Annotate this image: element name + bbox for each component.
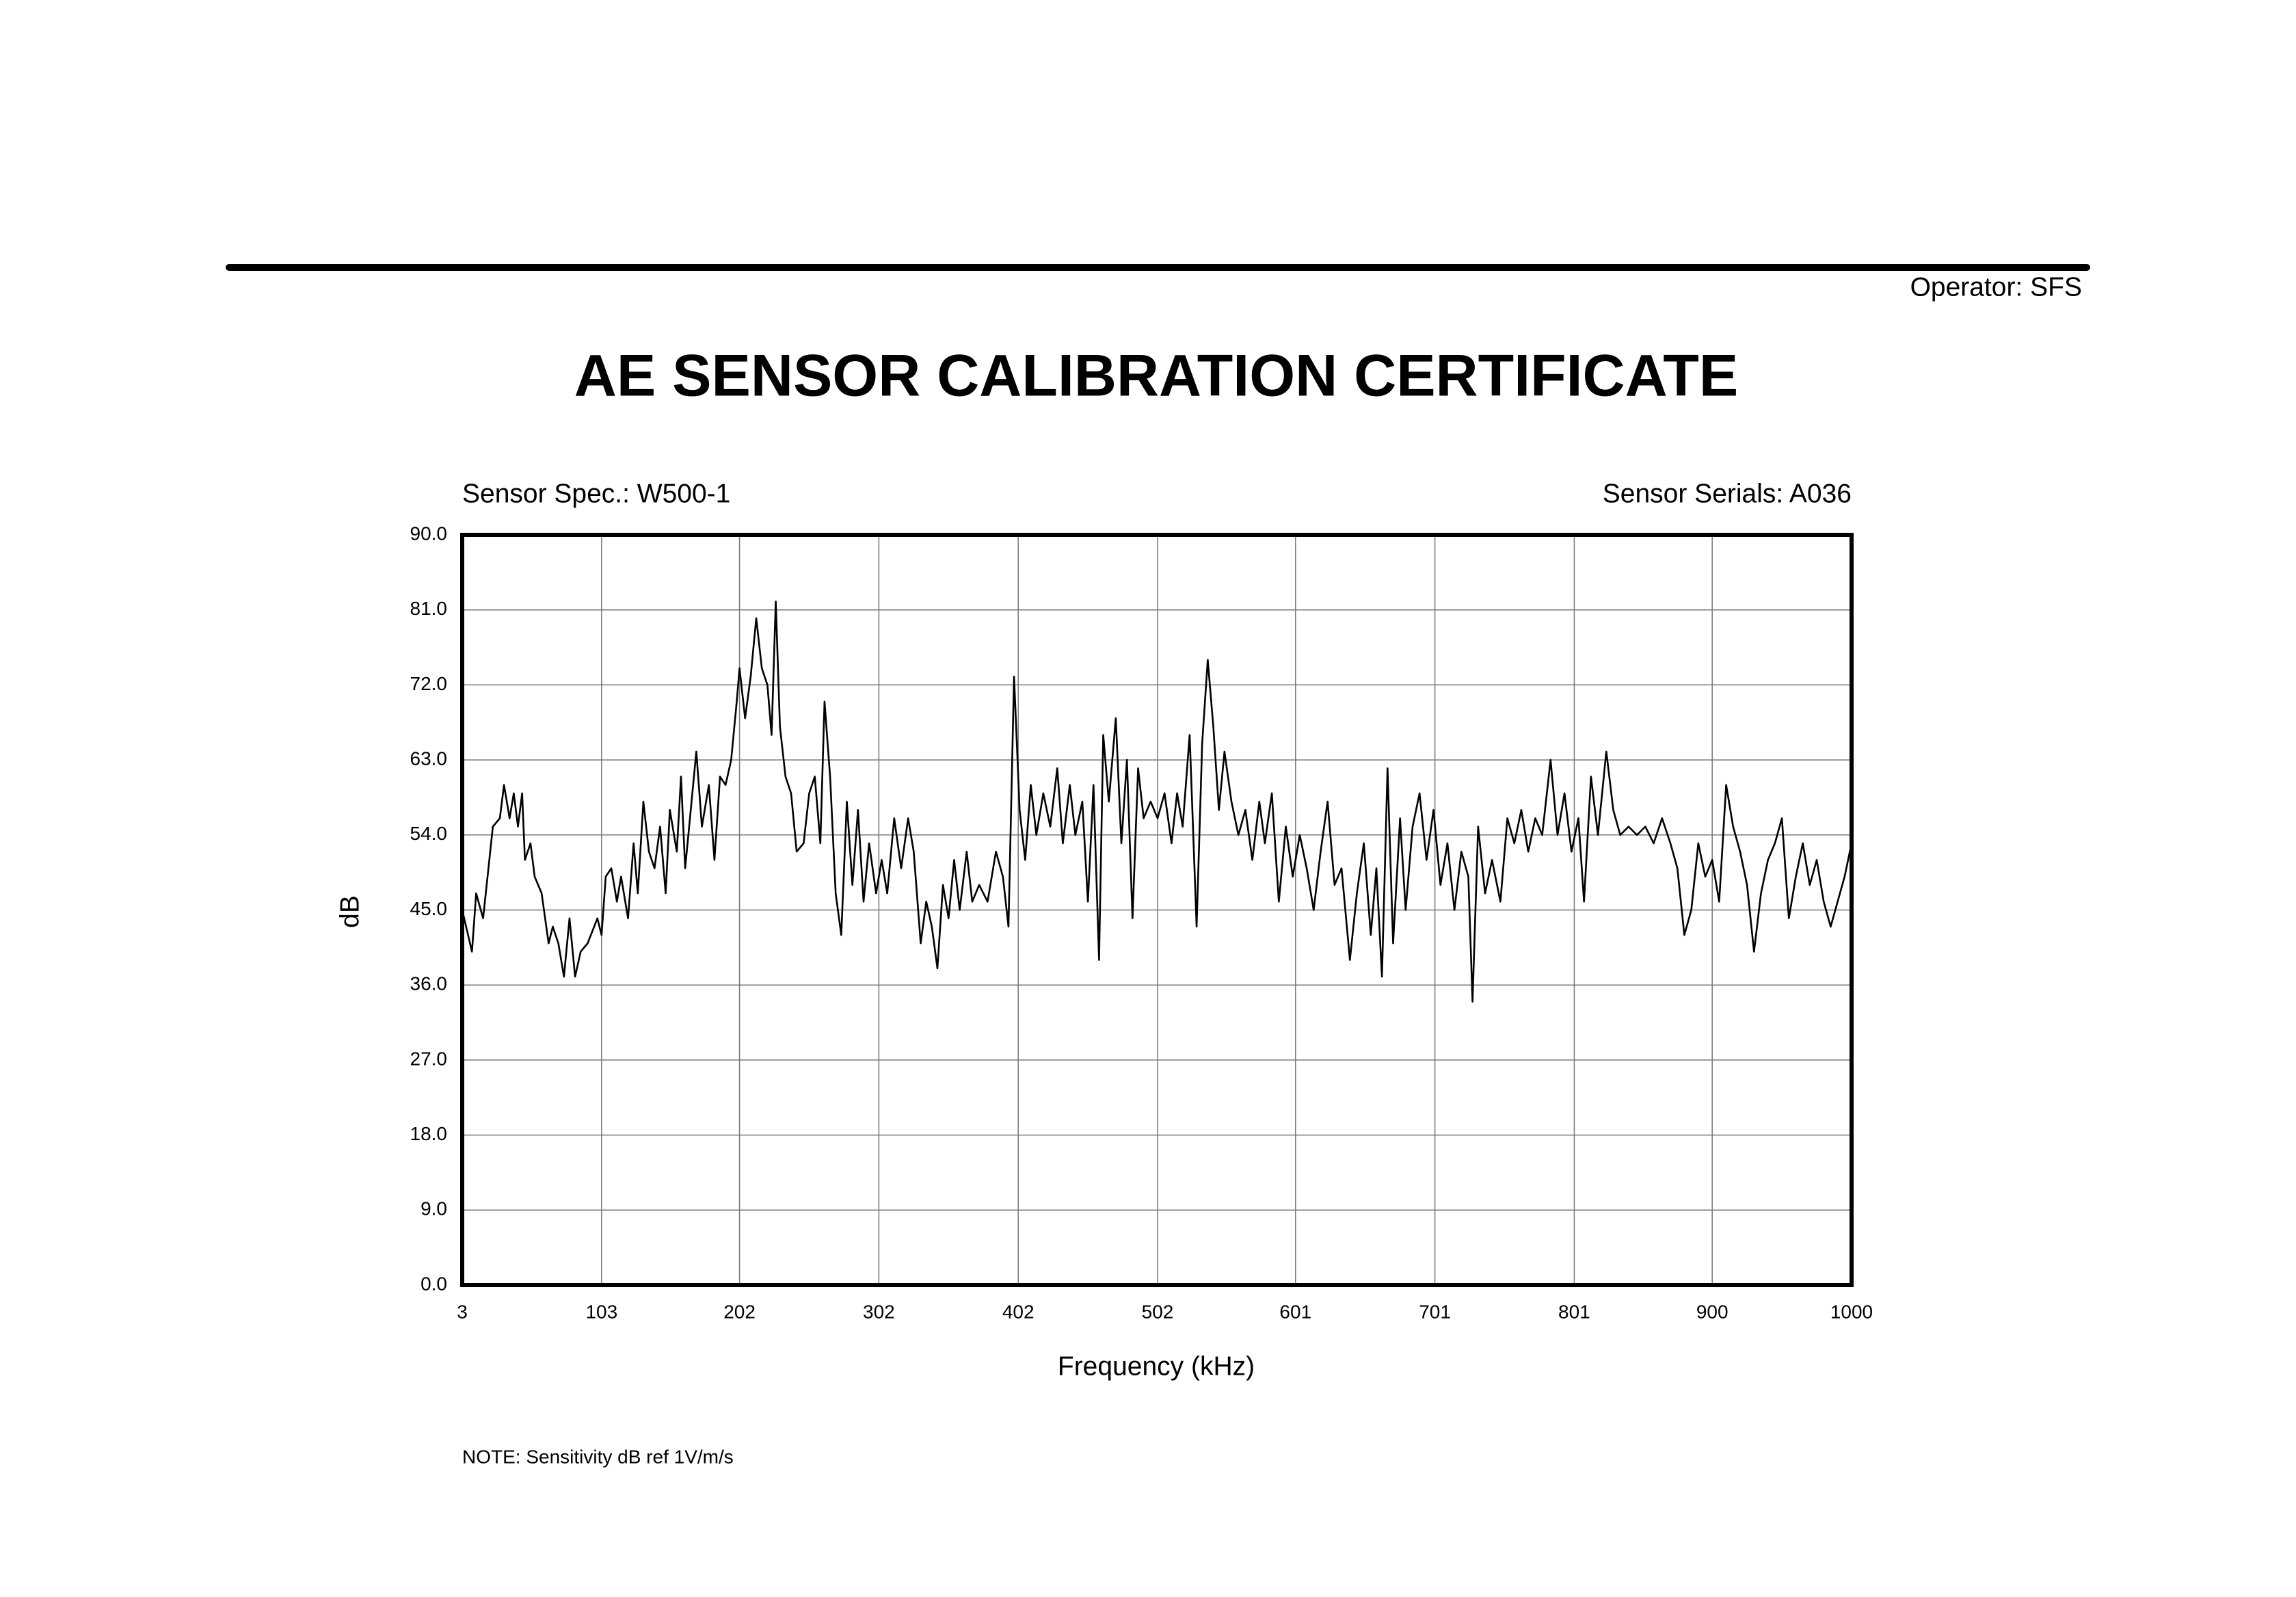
y-tick-label: 81.0 bbox=[410, 598, 448, 619]
x-tick-label: 302 bbox=[863, 1301, 895, 1322]
x-tick-label: 3 bbox=[457, 1301, 468, 1322]
x-tick-label: 801 bbox=[1558, 1301, 1590, 1322]
y-tick-label: 54.0 bbox=[410, 823, 448, 844]
x-tick-label: 502 bbox=[1142, 1301, 1174, 1322]
y-tick-label: 18.0 bbox=[410, 1123, 448, 1144]
y-tick-label: 0.0 bbox=[421, 1273, 447, 1294]
x-tick-label: 402 bbox=[1002, 1301, 1034, 1322]
y-tick-label: 36.0 bbox=[410, 973, 448, 994]
y-tick-label: 72.0 bbox=[410, 673, 448, 694]
y-tick-label: 9.0 bbox=[421, 1198, 447, 1219]
y-tick-label: 90.0 bbox=[410, 523, 448, 544]
sensor-serials: Sensor Serials: A036 bbox=[1603, 479, 1852, 508]
y-tick-label: 63.0 bbox=[410, 748, 448, 769]
x-tick-label: 202 bbox=[723, 1301, 756, 1322]
y-axis-label: dB bbox=[335, 895, 364, 928]
plot-area: 0.0 9.0 18.0 27.0 36.0 45.0 54.0 63.0 72.0 81.0 90… bbox=[410, 523, 1873, 1322]
chart-title: AE SENSOR CALIBRATION CERTIFICATE bbox=[574, 343, 1739, 409]
y-tick-label: 45.0 bbox=[410, 898, 448, 919]
plot-frame bbox=[460, 533, 1854, 1287]
data-line bbox=[461, 600, 1853, 1003]
x-tick-label: 1000 bbox=[1830, 1301, 1873, 1322]
sensor-spec: Sensor Spec.: W500-1 bbox=[462, 479, 730, 508]
note: NOTE: Sensitivity dB ref 1V/m/s bbox=[462, 1446, 734, 1467]
x-axis-label: Frequency (kHz) bbox=[1058, 1351, 1255, 1381]
x-tick-label: 601 bbox=[1279, 1301, 1311, 1322]
y-tick-label: 27.0 bbox=[410, 1048, 448, 1069]
operator: Operator: SFS bbox=[1910, 272, 2082, 302]
x-tick-label: 103 bbox=[585, 1301, 617, 1322]
x-tick-label: 900 bbox=[1696, 1301, 1728, 1322]
x-tick-label: 701 bbox=[1419, 1301, 1451, 1322]
